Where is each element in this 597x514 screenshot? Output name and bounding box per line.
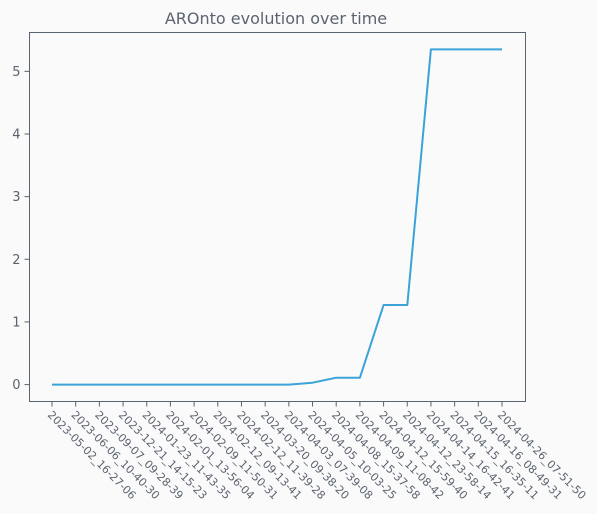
y-tick-label: 0 (12, 378, 20, 393)
y-tick-label: 1 (12, 315, 20, 330)
chart-title: AROnto evolution over time (165, 9, 387, 28)
x-axis: 2023-05-02_16-27-062023-06-06_10-40-3020… (45, 401, 588, 502)
series-group (52, 48, 502, 386)
y-axis: 0 1 2 3 4 5 (12, 65, 30, 393)
y-tick-label: 3 (12, 190, 20, 205)
y-tick-label: 2 (12, 253, 20, 268)
plot-frame (29, 32, 526, 402)
y-tick-label: 4 (12, 127, 20, 142)
series-line-0 (52, 48, 502, 386)
y-tick-label: 5 (12, 65, 20, 80)
